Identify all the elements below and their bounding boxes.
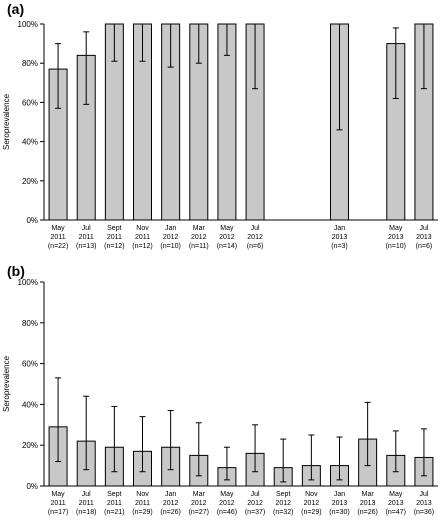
panel-label: (b) (7, 263, 25, 279)
x-category-label: (n=21) (104, 509, 124, 516)
panel-label: (a) (7, 1, 24, 17)
x-category-label: 2012 (191, 500, 207, 507)
y-tick-label: 40% (22, 400, 38, 409)
x-category-label: 2011 (51, 500, 66, 507)
x-category-label: (n=12) (104, 243, 124, 250)
x-category-label: May (51, 225, 65, 232)
x-category-label: (n=30) (329, 509, 349, 516)
x-category-label: 2012 (163, 234, 179, 241)
x-category-label: 2011 (79, 500, 94, 507)
x-category-label: (n=3) (331, 243, 348, 250)
y-tick-label: 20% (22, 441, 38, 450)
x-category-label: 2011 (51, 234, 66, 241)
x-category-label: (n=26) (357, 509, 377, 516)
x-category-label: (n=37) (245, 509, 265, 516)
x-category-label: Jan (165, 225, 176, 232)
y-tick-label: 20% (22, 177, 38, 186)
x-category-label: 2011 (79, 234, 94, 241)
x-category-label: Jan (334, 225, 345, 232)
x-category-label: Jul (82, 491, 91, 498)
y-tick-label: 80% (22, 59, 38, 68)
x-category-label: 2013 (388, 234, 404, 241)
x-category-label: Mar (193, 225, 206, 232)
x-category-label: 2011 (135, 234, 150, 241)
y-tick-label: 40% (22, 138, 38, 147)
x-category-label: (n=29) (301, 509, 321, 516)
x-category-label: Jul (419, 491, 428, 498)
x-category-label: (n=14) (217, 243, 237, 250)
x-category-label: Jul (251, 491, 260, 498)
x-category-label: 2013 (388, 500, 404, 507)
x-category-label: 2012 (247, 500, 263, 507)
x-category-label: Sept (107, 491, 121, 498)
y-tick-label: 100% (18, 20, 38, 29)
x-category-label: May (51, 491, 65, 498)
x-category-label: (n=29) (132, 509, 152, 516)
x-category-label: (n=10) (386, 243, 406, 250)
x-category-label: May (389, 491, 403, 498)
y-tick-label: 0% (26, 216, 38, 225)
x-category-label: (n=36) (414, 509, 434, 516)
y-axis-label: Seroprevalence (2, 355, 11, 412)
x-category-label: Sept (276, 491, 290, 498)
x-category-label: 2012 (275, 500, 291, 507)
x-category-label: 2013 (416, 500, 432, 507)
x-category-label: 2012 (219, 500, 235, 507)
x-category-label: (n=27) (189, 509, 209, 516)
x-category-label: 2012 (191, 234, 207, 241)
y-tick-label: 0% (26, 482, 38, 491)
x-category-label: (n=47) (386, 509, 406, 516)
x-category-label: 2012 (304, 500, 320, 507)
x-category-label: (n=18) (76, 509, 96, 516)
x-category-label: May (220, 225, 234, 232)
x-category-label: (n=22) (48, 243, 68, 250)
y-tick-label: 100% (18, 278, 38, 287)
x-category-label: Jan (334, 491, 345, 498)
x-category-label: Nov (305, 491, 318, 498)
x-category-label: Sept (107, 225, 121, 232)
x-category-label: (n=13) (76, 243, 96, 250)
x-category-label: May (389, 225, 403, 232)
x-category-label: Mar (193, 491, 206, 498)
x-category-label: 2013 (360, 500, 376, 507)
x-category-label: 2011 (107, 500, 122, 507)
x-category-label: May (220, 491, 234, 498)
x-category-label: (n=12) (132, 243, 152, 250)
x-category-label: (n=17) (48, 509, 68, 516)
x-category-label: 2013 (332, 234, 348, 241)
x-category-label: (n=26) (160, 509, 180, 516)
x-category-label: Nov (136, 491, 149, 498)
x-category-label: 2011 (135, 500, 150, 507)
x-category-label: (n=10) (160, 243, 180, 250)
x-category-label: Jul (251, 225, 260, 232)
x-category-label: 2012 (219, 234, 235, 241)
y-tick-label: 80% (22, 319, 38, 328)
x-category-label: 2013 (416, 234, 432, 241)
y-tick-label: 60% (22, 360, 38, 369)
x-category-label: (n=32) (273, 509, 293, 516)
x-category-label: Jul (419, 225, 428, 232)
x-category-label: 2011 (107, 234, 122, 241)
x-category-label: 2013 (332, 500, 348, 507)
x-category-label: (n=6) (416, 243, 433, 250)
x-category-label: Jan (165, 491, 176, 498)
x-category-label: Mar (362, 491, 375, 498)
x-category-label: (n=46) (217, 509, 237, 516)
y-axis-label: Seroprevalence (2, 93, 11, 150)
x-category-label: (n=6) (247, 243, 264, 250)
y-tick-label: 60% (22, 98, 38, 107)
x-category-label: Jul (82, 225, 91, 232)
x-category-label: Nov (136, 225, 149, 232)
x-category-label: 2012 (247, 234, 263, 241)
x-category-label: 2012 (163, 500, 179, 507)
x-category-label: (n=11) (189, 243, 209, 250)
